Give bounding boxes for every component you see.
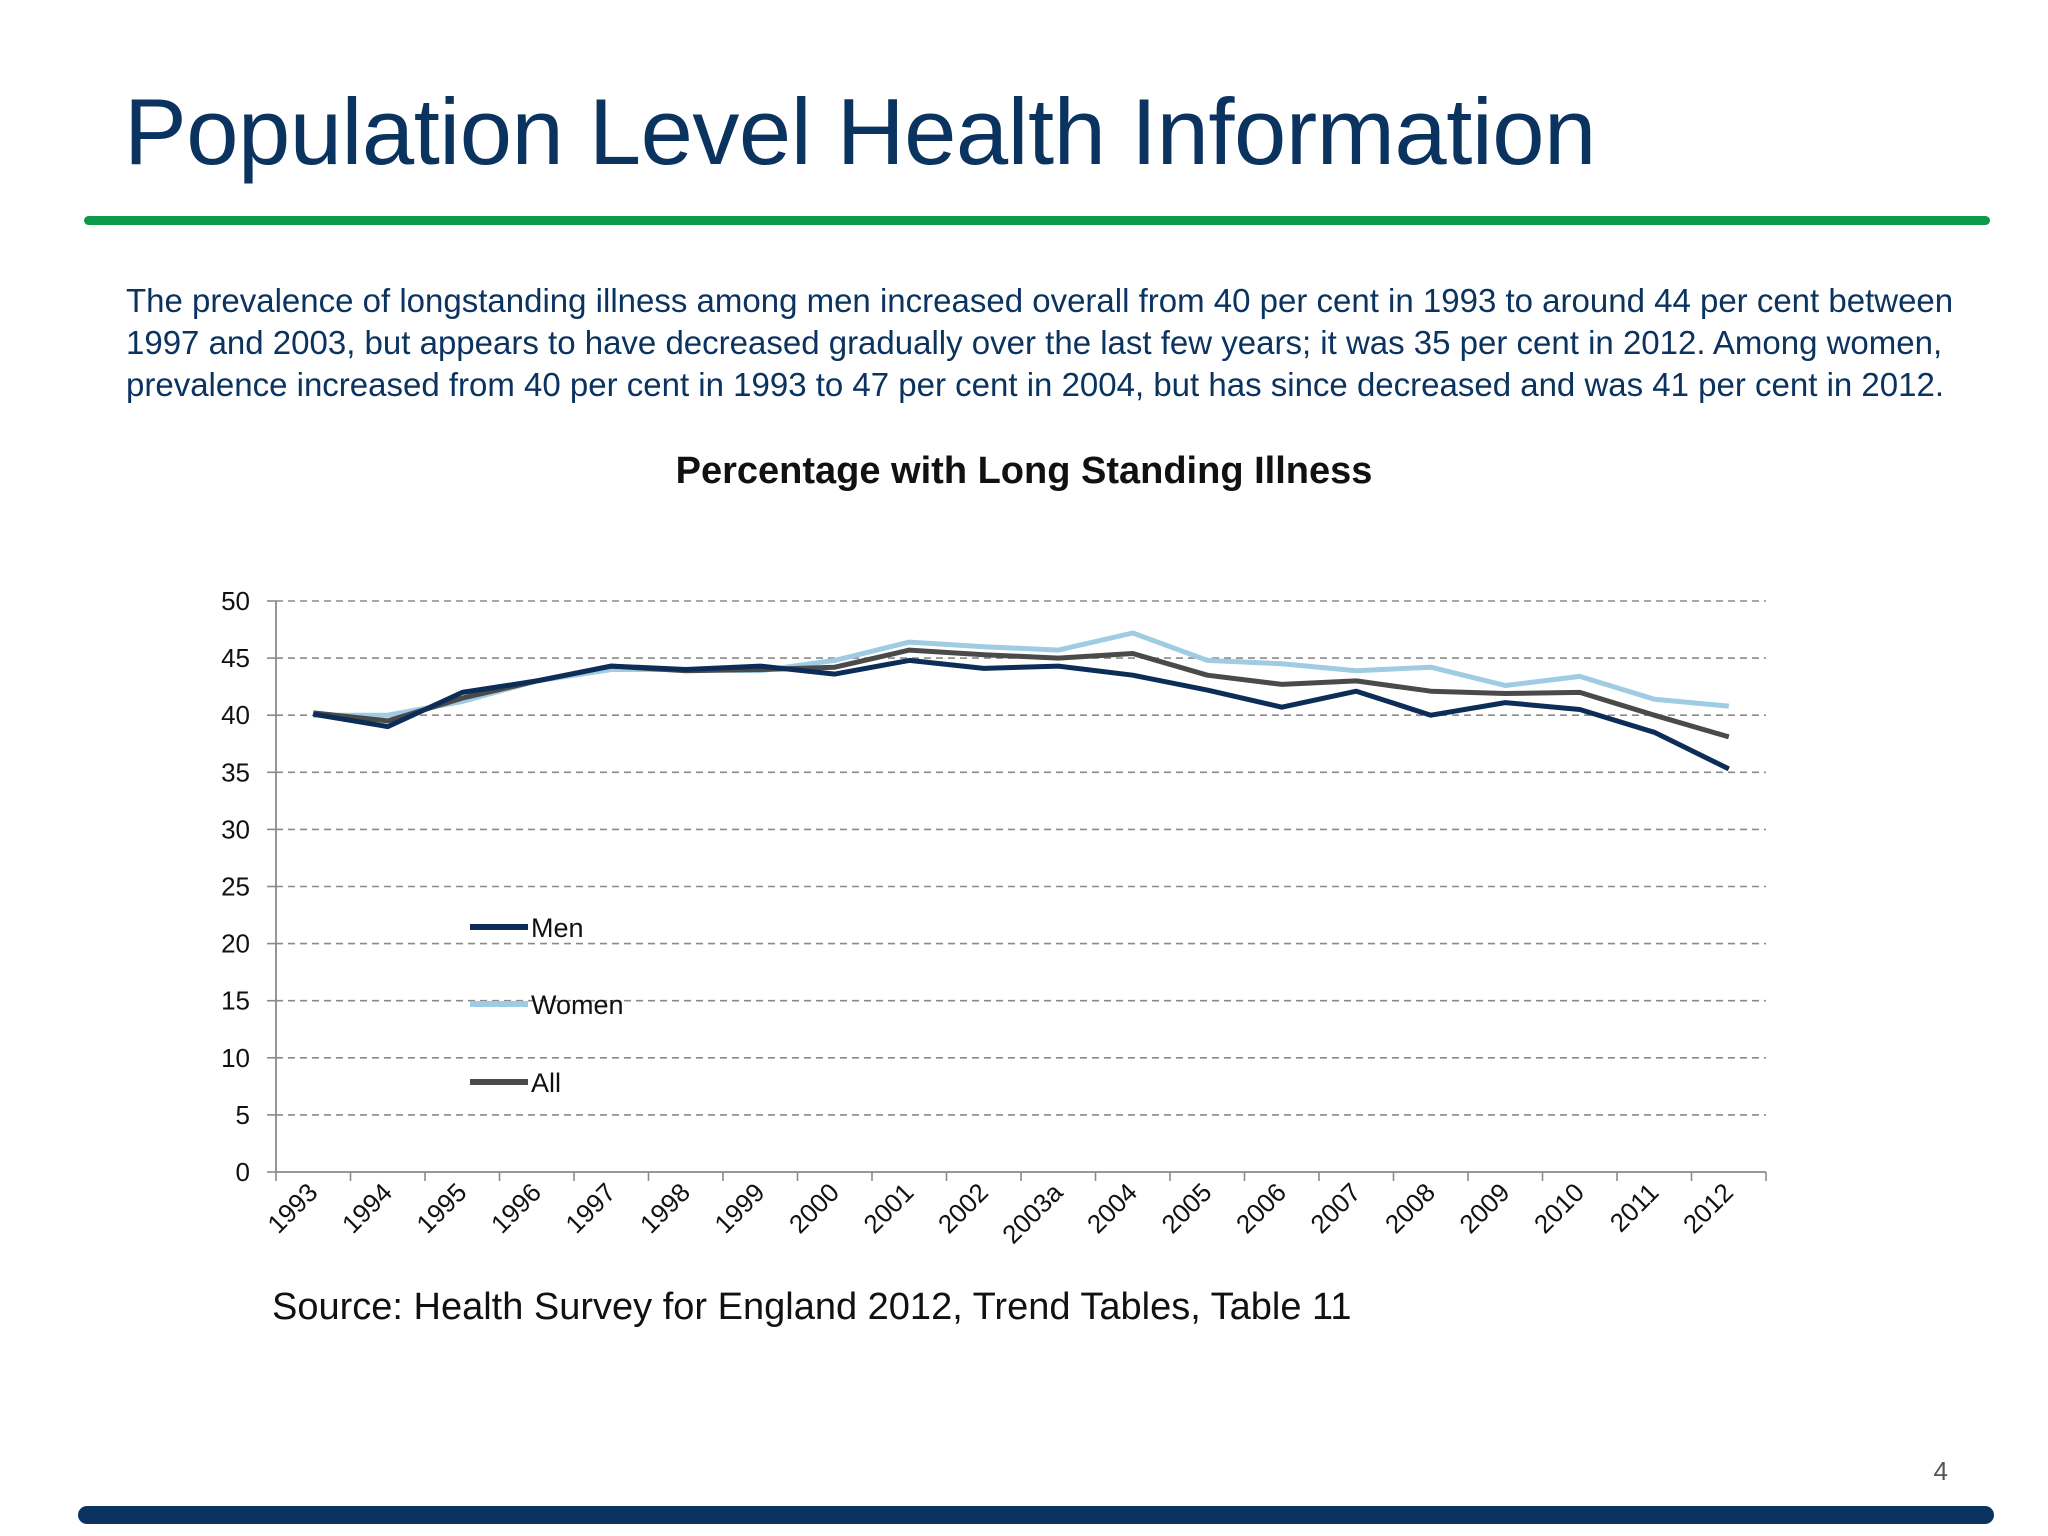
page-number: 4 <box>1933 1456 1948 1486</box>
x-tick-label: 2002 <box>932 1177 994 1239</box>
y-tick-label: 40 <box>221 700 250 730</box>
x-tick-label: 2009 <box>1453 1177 1515 1239</box>
x-tick-label: 1993 <box>261 1177 323 1239</box>
x-tick-label: 1997 <box>559 1177 621 1239</box>
y-tick-label: 25 <box>221 872 250 902</box>
y-tick-label: 0 <box>236 1157 250 1187</box>
x-tick-label: 2003a <box>996 1177 1069 1250</box>
line-chart: 0 5 10 15 20 25 30 35 40 45 50 1993 1994 1995 1996 1997… <box>221 586 1767 1250</box>
x-tick-label: 2004 <box>1081 1177 1143 1239</box>
source-note: Source: Health Survey for England 2012, … <box>272 1286 1352 1328</box>
chart-title: Percentage with Long Standing Illness <box>675 450 1373 492</box>
x-tick-label: 2011 <box>1604 1177 1665 1238</box>
x-tick-label: 2006 <box>1230 1177 1292 1239</box>
x-tick-label: 2008 <box>1379 1177 1441 1239</box>
legend-label-all: All <box>531 1068 561 1098</box>
x-tick-label: 2000 <box>783 1177 845 1239</box>
y-tick-label: 30 <box>221 814 250 844</box>
x-tick-label: 1996 <box>485 1177 547 1239</box>
x-tick-label: 2005 <box>1155 1177 1217 1239</box>
x-tick-label: 2007 <box>1304 1177 1366 1239</box>
title-divider <box>84 216 1990 225</box>
series-line-men <box>312 657 1730 772</box>
x-tick-label: 2012 <box>1677 1177 1739 1239</box>
y-tick-label: 15 <box>221 986 250 1016</box>
x-tick-label: 2010 <box>1528 1177 1590 1239</box>
legend-label-women: Women <box>531 990 624 1020</box>
y-tick-label: 35 <box>221 757 250 787</box>
y-tick-label: 10 <box>221 1043 250 1073</box>
slide-title: Population Level Health Information <box>124 79 1596 184</box>
footer-bar <box>78 1506 1994 1524</box>
x-tick-label: 1999 <box>708 1177 770 1239</box>
series-line-all <box>313 647 1730 740</box>
y-tick-label: 50 <box>221 586 250 616</box>
legend-label-men: Men <box>531 913 584 943</box>
x-tick-label: 1995 <box>410 1177 472 1239</box>
y-tick-label: 45 <box>221 643 250 673</box>
y-tick-label: 20 <box>221 929 250 959</box>
x-tick-label: 1998 <box>634 1177 696 1239</box>
x-tick-label: 1994 <box>336 1177 398 1239</box>
summary-paragraph: The prevalence of longstanding illness a… <box>126 282 1954 403</box>
x-tick-label: 2001 <box>857 1177 919 1239</box>
y-tick-label: 5 <box>236 1100 250 1130</box>
